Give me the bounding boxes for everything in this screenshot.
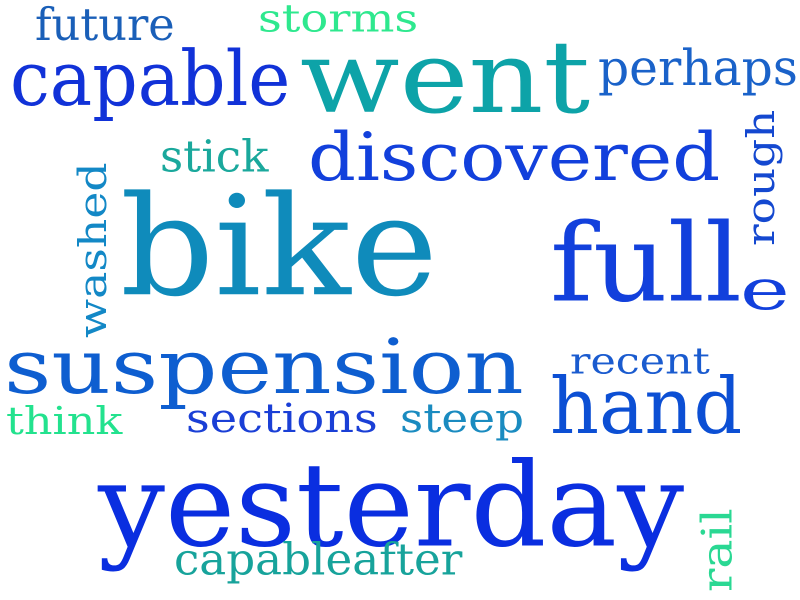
word-discovered: discovered: [308, 119, 721, 197]
word-capableafter: capableafter: [174, 534, 463, 586]
word-rough: rough: [738, 109, 784, 246]
word-capable: capable: [10, 35, 291, 124]
word-washed: washed: [70, 162, 116, 338]
word-e: e: [740, 257, 790, 323]
word-went: went: [300, 19, 591, 137]
word-bike: bike: [120, 166, 439, 328]
word-storms: storms: [258, 0, 419, 41]
word-suspension: suspension: [4, 323, 524, 412]
word-sections: sections: [186, 394, 378, 442]
word-yesterday: yesterday: [98, 437, 685, 574]
word-think: think: [6, 398, 123, 444]
word-steep: steep: [400, 394, 524, 442]
word-future: future: [35, 0, 175, 52]
word-stick: stick: [160, 130, 269, 182]
word-recent: recent: [570, 340, 710, 383]
word-full: full: [550, 201, 742, 327]
word-perhaps: perhaps: [598, 39, 798, 98]
word-hand: hand: [550, 361, 743, 453]
word-rail: rail: [692, 508, 742, 592]
